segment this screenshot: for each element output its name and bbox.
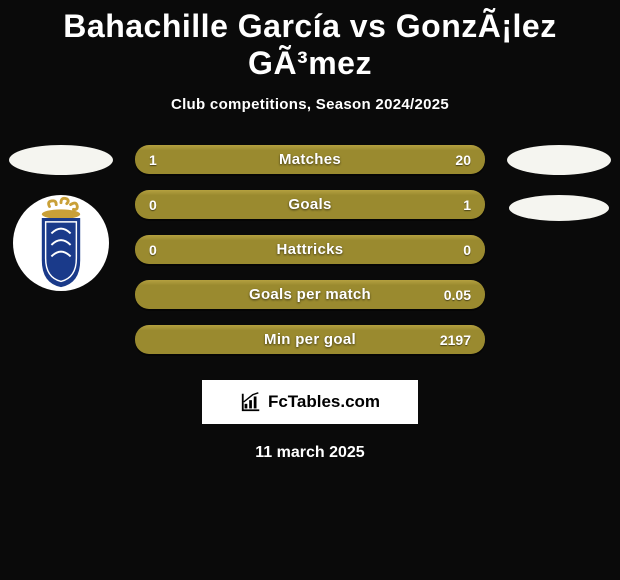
club-badge-left <box>13 195 109 291</box>
stat-value-right: 2197 <box>440 332 471 348</box>
chart-icon <box>240 391 262 413</box>
flag-right-2 <box>509 195 609 221</box>
stat-label: Hattricks <box>277 241 344 258</box>
stats-list: 1 Matches 20 0 Goals 1 0 Hattricks 0 Goals per ma… <box>135 145 485 354</box>
club-crest-icon <box>13 195 109 291</box>
stat-label: Goals <box>288 196 331 213</box>
comparison-area: 1 Matches 20 0 Goals 1 0 Hattricks 0 Goals per ma… <box>0 145 620 354</box>
stat-value-right: 0.05 <box>441 287 471 303</box>
stat-value-right: 0 <box>441 242 471 258</box>
watermark-text: FcTables.com <box>268 392 380 412</box>
stat-value-right: 1 <box>441 197 471 213</box>
watermark: FcTables.com <box>202 380 418 424</box>
date-line: 11 march 2025 <box>0 444 620 462</box>
stat-label: Matches <box>279 151 341 168</box>
stat-value-left: 1 <box>149 152 179 168</box>
stat-value-left: 0 <box>149 197 179 213</box>
stat-row: Goals per match 0.05 <box>135 280 485 309</box>
stat-row: 1 Matches 20 <box>135 145 485 174</box>
flag-left <box>9 145 113 175</box>
stat-row: 0 Goals 1 <box>135 190 485 219</box>
page-title: Bahachille García vs GonzÃ¡lez GÃ³mez <box>0 0 620 82</box>
player-left-column <box>6 145 116 291</box>
stat-value-left: 0 <box>149 242 179 258</box>
subtitle: Club competitions, Season 2024/2025 <box>0 96 620 113</box>
stat-label: Min per goal <box>264 331 356 348</box>
player-right-column <box>504 145 614 221</box>
flag-right-1 <box>507 145 611 175</box>
stat-row: 0 Hattricks 0 <box>135 235 485 264</box>
stat-row: Min per goal 2197 <box>135 325 485 354</box>
stat-value-right: 20 <box>441 152 471 168</box>
stat-label: Goals per match <box>249 286 371 303</box>
